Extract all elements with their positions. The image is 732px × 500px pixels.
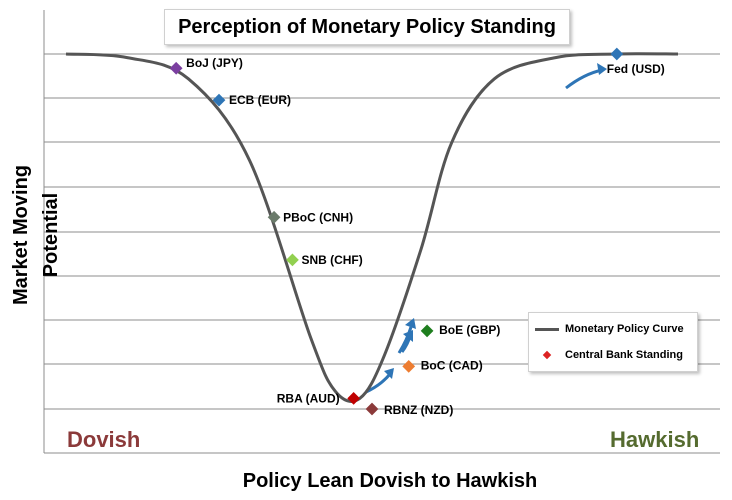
gridlines bbox=[43, 10, 720, 454]
arrow-boe-line bbox=[397, 326, 413, 354]
point-label-rba: RBA (AUD) bbox=[277, 391, 340, 405]
central-bank-points: BoJ (JPY) ECB (EUR) PBoC (CNH) SNB (CHF) RBA… bbox=[169, 47, 665, 417]
legend-item-banks: Central Bank Standing bbox=[535, 349, 683, 361]
point-pboc bbox=[267, 210, 281, 224]
legend-diamond-swatch bbox=[542, 350, 552, 360]
legend: Monetary Policy Curve Central Bank Stand… bbox=[528, 312, 698, 372]
arrow-fed-head bbox=[597, 63, 607, 75]
monetary-policy-curve bbox=[65, 52, 679, 403]
point-fed bbox=[610, 47, 624, 61]
arrow-rba-head bbox=[384, 368, 394, 379]
point-label-rbnz: RBNZ (NZD) bbox=[384, 403, 453, 417]
x-axis-label: Policy Lean Dovish to Hawkish bbox=[242, 470, 538, 492]
point-label-snb: SNB (CHF) bbox=[301, 253, 362, 267]
point-label-boc: BoC (CAD) bbox=[421, 358, 483, 372]
y-axis-label: Market Moving Potential bbox=[10, 164, 62, 306]
legend-item-curve: Monetary Policy Curve bbox=[535, 323, 684, 335]
point-label-pboc: PBoC (CNH) bbox=[283, 210, 353, 224]
legend-label-curve: Monetary Policy Curve bbox=[565, 323, 684, 335]
point-ecb bbox=[212, 93, 226, 107]
point-rbnz bbox=[365, 402, 379, 416]
point-label-ecb: ECB (EUR) bbox=[229, 93, 291, 107]
chart-title: Perception of Monetary Policy Standing bbox=[164, 9, 570, 45]
point-label-fed: Fed (USD) bbox=[607, 62, 665, 76]
point-label-boj: BoJ (JPY) bbox=[186, 56, 243, 70]
legend-line-swatch bbox=[535, 327, 559, 331]
dovish-label: Dovish bbox=[67, 427, 141, 452]
point-snb bbox=[286, 253, 299, 267]
point-rba bbox=[347, 391, 361, 405]
arrow-boe-head bbox=[405, 318, 416, 329]
legend-label-banks: Central Bank Standing bbox=[565, 349, 683, 361]
arrow-fed bbox=[565, 68, 603, 90]
point-label-boe: BoE (GBP) bbox=[439, 323, 500, 337]
point-boc bbox=[402, 360, 416, 373]
point-boe bbox=[420, 324, 434, 338]
hawkish-label: Hawkish bbox=[610, 427, 700, 452]
point-boj bbox=[169, 61, 183, 75]
